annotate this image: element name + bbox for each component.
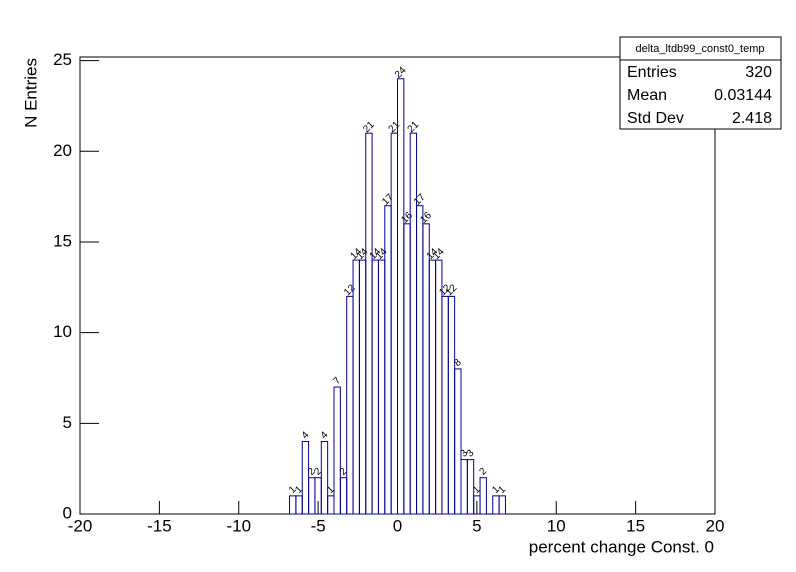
stats-label: Std Dev (627, 110, 684, 127)
y-tick-label: 5 (63, 413, 72, 432)
x-tick-label: 20 (706, 516, 725, 535)
y-tick-label: 15 (53, 231, 72, 250)
x-tick-label: 5 (472, 516, 481, 535)
x-tick-label: 0 (393, 516, 402, 535)
stats-label: Mean (627, 87, 667, 104)
y-tick-label: 10 (53, 322, 72, 341)
stats-value: 2.418 (732, 110, 772, 127)
bar (320, 440, 329, 515)
y-tick-label: 25 (53, 50, 72, 69)
stats-label: Entries (627, 64, 677, 81)
y-tick-label: 0 (63, 503, 72, 522)
x-tick-label: -15 (147, 516, 172, 535)
bar (333, 386, 341, 515)
stats-box: delta_ltdb99_const0_temp (619, 36, 782, 130)
stats-value: 0.03144 (714, 87, 772, 104)
stats-title: delta_ltdb99_const0_temp (635, 43, 764, 55)
x-axis-label: percent change Const. 0 (529, 537, 714, 556)
x-tick-label: -5 (311, 516, 326, 535)
stats-frame (619, 36, 782, 130)
x-tick-label: -10 (226, 516, 251, 535)
x-tick-label: 10 (547, 516, 566, 535)
x-tick-label: 15 (626, 516, 645, 535)
bar (498, 495, 506, 515)
y-axis-label: N Entries (21, 58, 40, 128)
bar (466, 459, 475, 515)
bar (479, 477, 487, 515)
x-tick-label: -20 (68, 516, 93, 535)
stats-value: 320 (745, 64, 772, 81)
y-tick-label: 20 (53, 141, 72, 160)
bar (454, 368, 462, 515)
